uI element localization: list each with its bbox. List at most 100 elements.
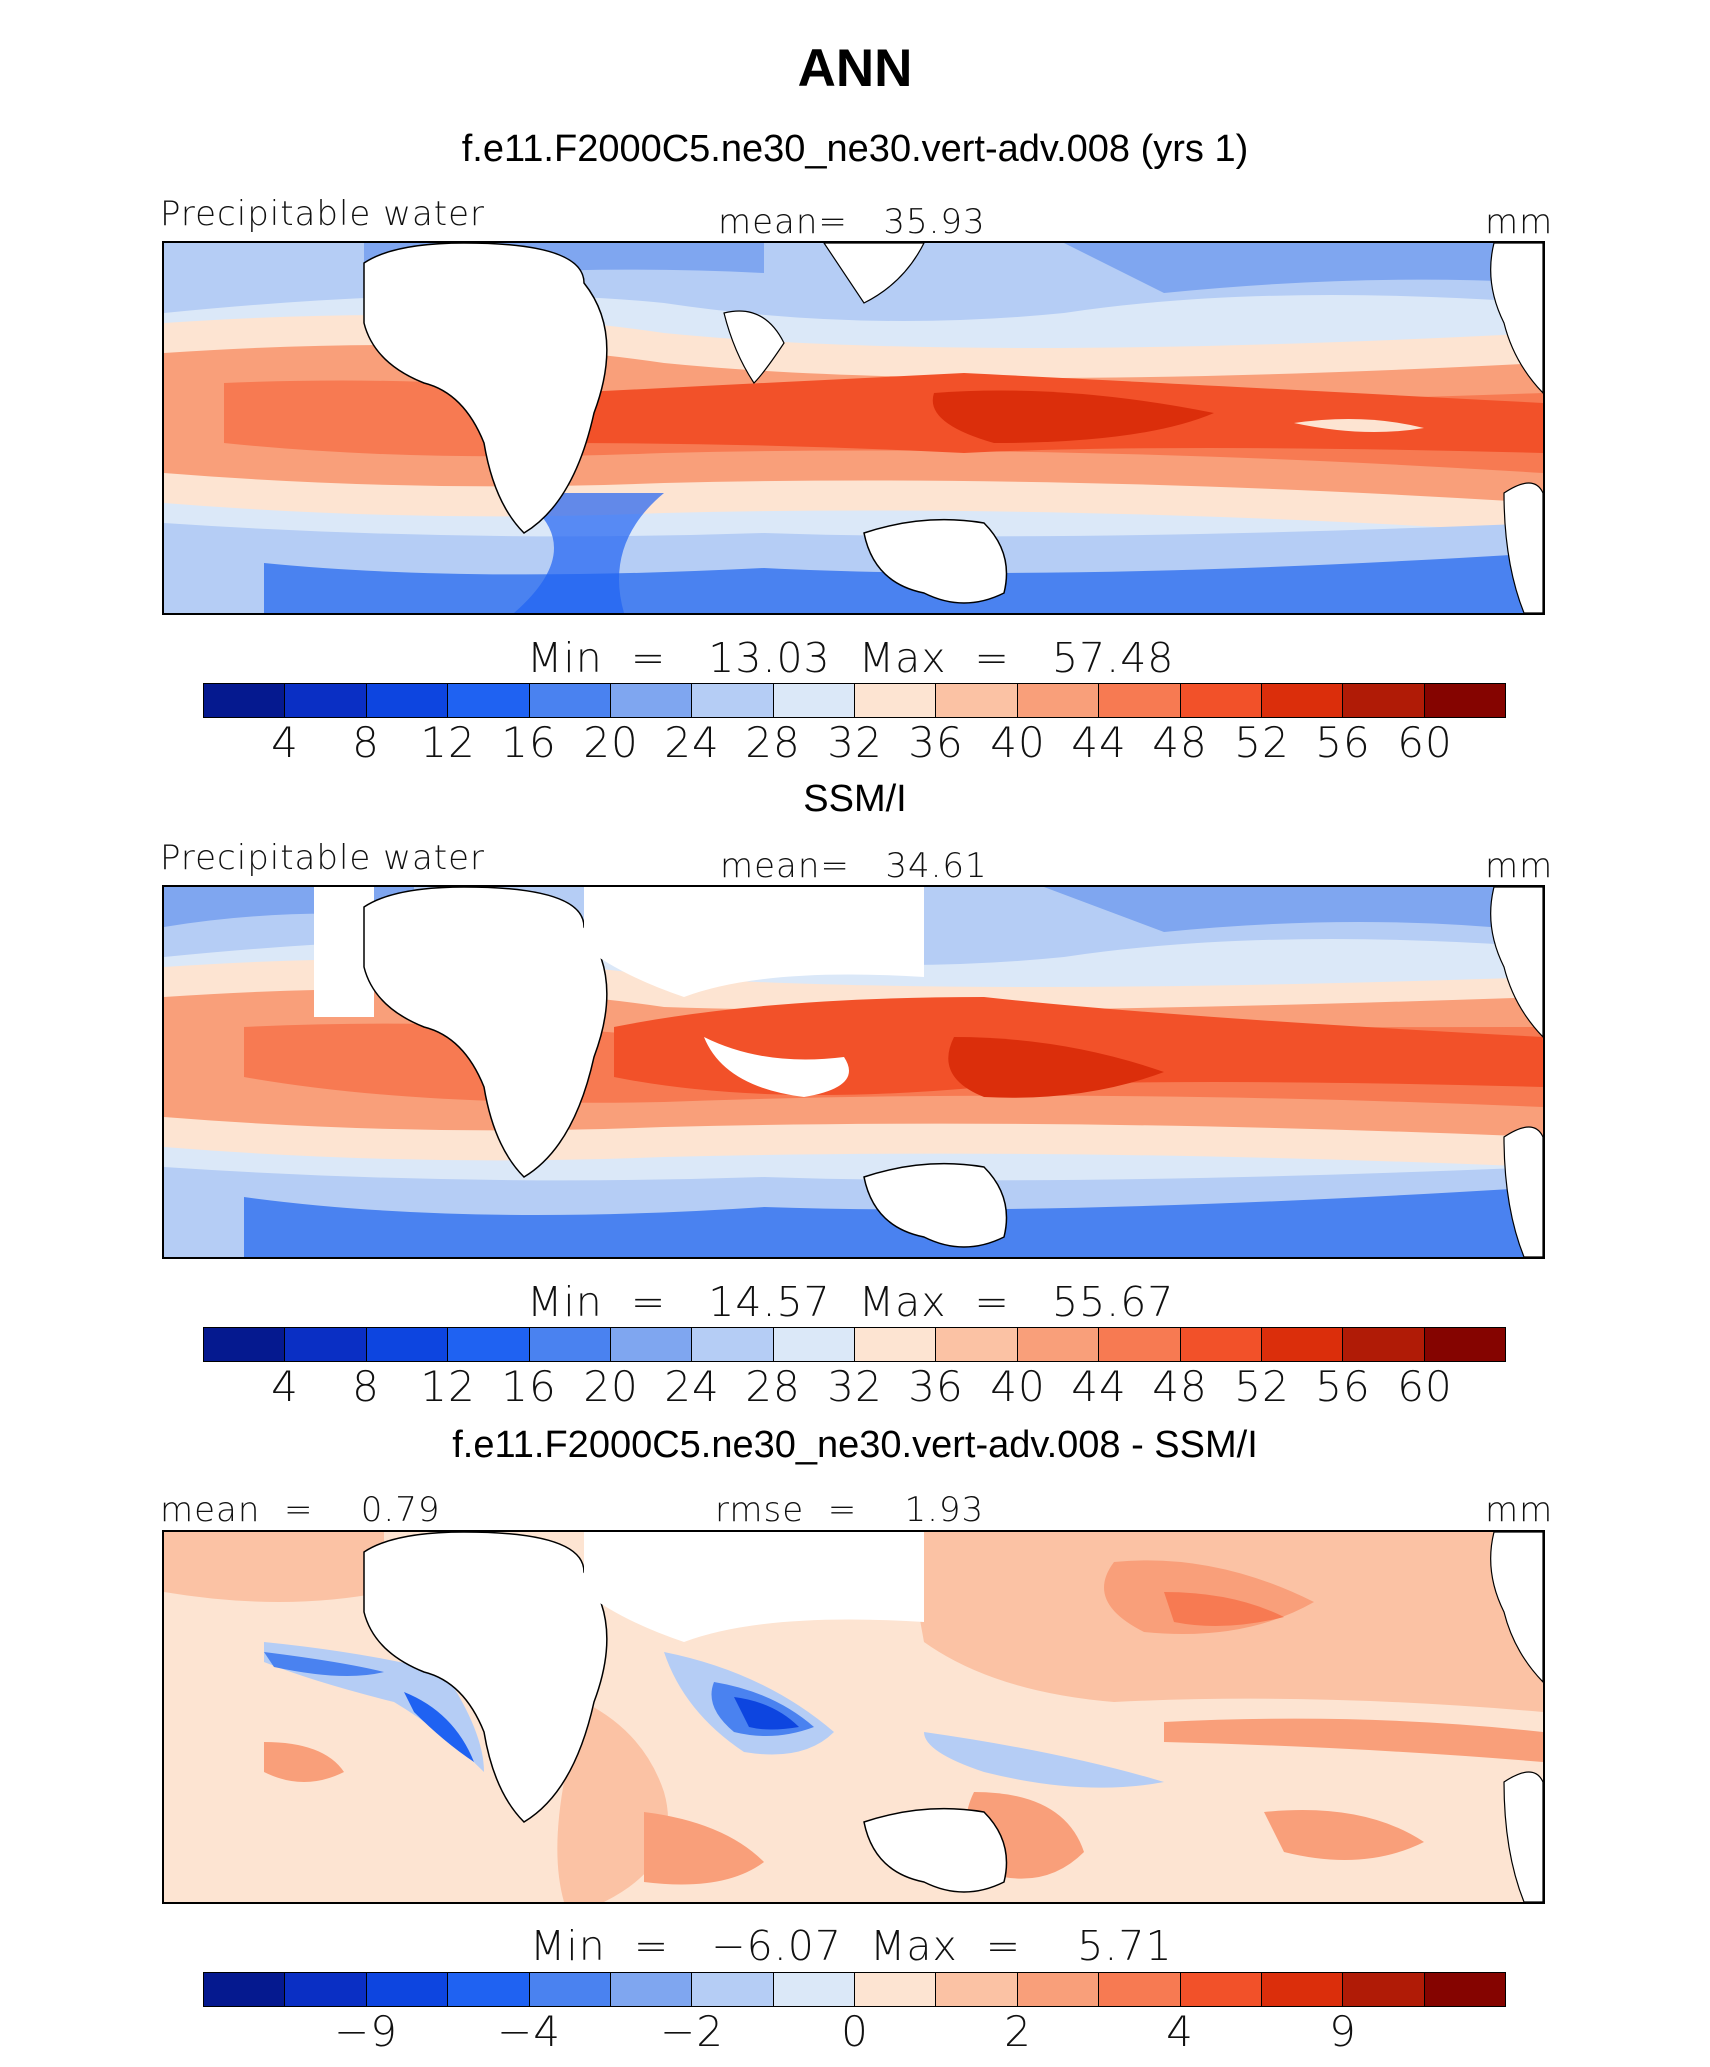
colorbar-swatch	[692, 1328, 774, 1361]
colorbar-swatch	[448, 684, 530, 717]
colorbar-tick-label: 16	[501, 718, 557, 767]
panel-2-mean-label: mean= 34.61	[720, 846, 988, 886]
panel-2-map	[162, 885, 1545, 1259]
colorbar-tick-label: 40	[990, 718, 1046, 767]
colorbar-swatch	[285, 684, 367, 717]
colorbar-swatch	[1180, 684, 1262, 717]
colorbar-swatch	[1099, 684, 1181, 717]
colorbar-swatch	[1424, 1328, 1505, 1361]
colorbar-tick-label: 8	[352, 718, 380, 767]
colorbar-tick-label: 12	[420, 1362, 476, 1411]
colorbar-tick-label: 8	[352, 1362, 380, 1411]
colorbar-swatch	[610, 1973, 693, 2006]
colorbar-swatch	[773, 684, 855, 717]
panel-3-rmse-label: rmse = 1.93	[715, 1490, 985, 1530]
colorbar-tick-label: 12	[420, 718, 476, 767]
colorbar-swatch	[285, 1973, 367, 2006]
main-title: ANN	[797, 39, 913, 98]
colorbar-tick-label: 56	[1315, 718, 1371, 767]
colorbar-tick-label: 56	[1315, 1362, 1371, 1411]
colorbar-swatch	[529, 684, 611, 717]
colorbar-swatch	[855, 684, 937, 717]
colorbar-swatch	[1343, 1328, 1425, 1361]
colorbar-swatch	[1261, 1328, 1344, 1361]
colorbar-tick-label: 36	[908, 1362, 964, 1411]
panel-3-map	[162, 1530, 1545, 1904]
colorbar-swatch	[773, 1328, 855, 1361]
colorbar-swatch	[1180, 1328, 1262, 1361]
colorbar-tick-label: 44	[1071, 1362, 1127, 1411]
panel-3-title: f.e11.F2000C5.ne30_ne30.vert-adv.008 - S…	[452, 1424, 1258, 1466]
colorbar-tick-label: 2	[1004, 2007, 1032, 2056]
colorbar-swatch	[855, 1973, 937, 2006]
colorbar-swatch	[1343, 684, 1425, 717]
panel-1-left-label: Precipitable water	[160, 194, 486, 234]
colorbar-swatch	[448, 1973, 530, 2006]
panel-3-units-label: mm	[1485, 1490, 1554, 1530]
colorbar-tick-label: 60	[1397, 718, 1453, 767]
colorbar-tick-label: 52	[1234, 718, 1290, 767]
colorbar-swatch	[366, 1328, 449, 1361]
colorbar-swatch	[448, 1328, 530, 1361]
colorbar-swatch	[1099, 1973, 1181, 2006]
panel-1-title: f.e11.F2000C5.ne30_ne30.vert-adv.008 (yr…	[461, 128, 1249, 170]
colorbar-swatch	[855, 1328, 937, 1361]
panel-2-minmax: Min = 14.57 Max = 55.67	[527, 1278, 1175, 1326]
colorbar-tick-label: 24	[664, 1362, 720, 1411]
colorbar-tick-label: 32	[827, 718, 883, 767]
colorbar-tick-label: 28	[745, 718, 801, 767]
colorbar-tick-label: 24	[664, 718, 720, 767]
colorbar-swatch	[366, 684, 449, 717]
panel-3-mean-label: mean = 0.79	[160, 1490, 441, 1530]
colorbar-swatch	[610, 1328, 693, 1361]
colorbar-tick-label: −2	[660, 2007, 724, 2056]
colorbar-tick-label: 20	[583, 1362, 639, 1411]
panel-3-minmax: Min = −6.07 Max = 5.71	[530, 1922, 1173, 1970]
colorbar-swatch	[773, 1973, 855, 2006]
colorbar-swatch	[285, 1328, 367, 1361]
colorbar-swatch	[1424, 1973, 1505, 2006]
panel-2-title: SSM/I	[803, 778, 907, 820]
panel-1-units-label: mm	[1485, 202, 1554, 242]
colorbar-swatch	[1099, 1328, 1181, 1361]
colorbar-tick-label: 52	[1234, 1362, 1290, 1411]
colorbar-swatch	[1261, 684, 1344, 717]
panel-3-colorbar	[203, 1972, 1506, 2007]
colorbar-swatch	[692, 684, 774, 717]
colorbar-swatch	[204, 1328, 286, 1361]
colorbar-swatch	[936, 1973, 1018, 2006]
colorbar-swatch	[1017, 1328, 1100, 1361]
colorbar-swatch	[936, 1328, 1018, 1361]
colorbar-tick-label: 20	[583, 718, 639, 767]
panel-1-minmax: Min = 13.03 Max = 57.48	[527, 634, 1175, 682]
colorbar-tick-label: −4	[497, 2007, 561, 2056]
colorbar-tick-label: 44	[1071, 718, 1127, 767]
colorbar-tick-label: 16	[501, 1362, 557, 1411]
colorbar-tick-label: 9	[1329, 2007, 1357, 2056]
colorbar-tick-label: 4	[271, 1362, 299, 1411]
colorbar-tick-label: 4	[1166, 2007, 1194, 2056]
colorbar-swatch	[1180, 1973, 1262, 2006]
panel-1-mean-label: mean= 35.93	[718, 202, 986, 242]
colorbar-swatch	[1343, 1973, 1425, 2006]
colorbar-tick-label: 32	[827, 1362, 883, 1411]
panel-1-colorbar	[203, 683, 1506, 718]
colorbar-swatch	[529, 1328, 611, 1361]
panel-1-map	[162, 241, 1545, 615]
colorbar-swatch	[1261, 1973, 1344, 2006]
colorbar-swatch	[1424, 684, 1505, 717]
colorbar-swatch	[1017, 684, 1100, 717]
colorbar-tick-label: 48	[1152, 718, 1208, 767]
colorbar-swatch	[204, 684, 286, 717]
colorbar-swatch	[1017, 1973, 1100, 2006]
colorbar-tick-label: 0	[841, 2007, 869, 2056]
panel-2-colorbar	[203, 1327, 1506, 1362]
colorbar-swatch	[610, 684, 693, 717]
colorbar-swatch	[529, 1973, 611, 2006]
colorbar-tick-label: 40	[990, 1362, 1046, 1411]
panel-2-units-label: mm	[1485, 846, 1554, 886]
colorbar-tick-label: 48	[1152, 1362, 1208, 1411]
colorbar-tick-label: −9	[334, 2007, 398, 2056]
colorbar-tick-label: 28	[745, 1362, 801, 1411]
panel-2-left-label: Precipitable water	[160, 838, 486, 878]
